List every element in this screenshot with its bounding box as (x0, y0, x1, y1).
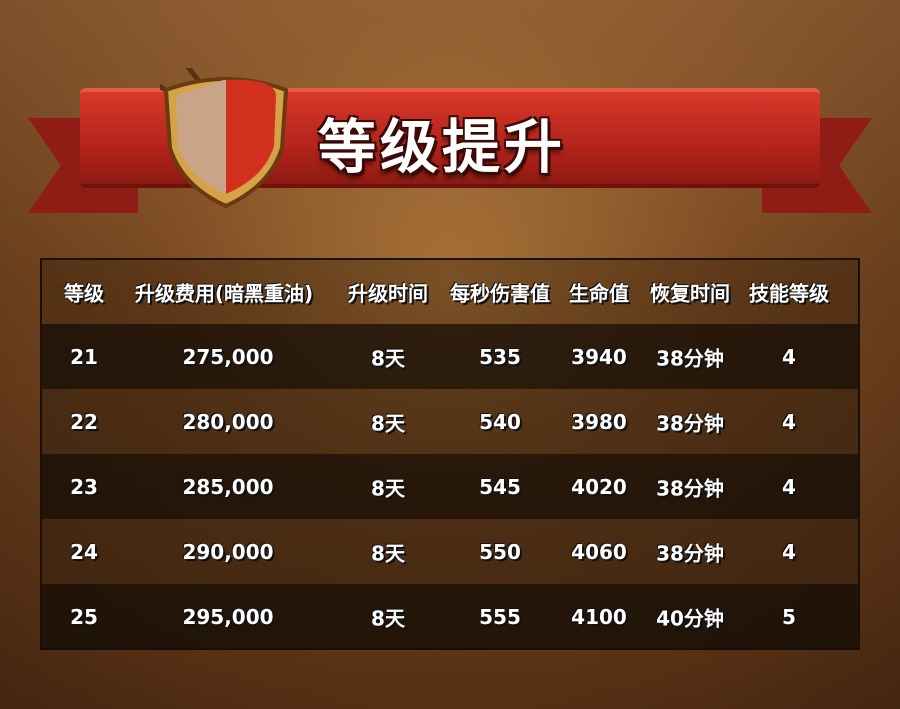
cell-time: 8天 (371, 476, 405, 500)
cell-dps: 545 (479, 474, 521, 499)
header-cost: 升级费用(暗黑重油) (134, 281, 314, 306)
cell-recovery: 38分钟 (656, 411, 724, 435)
table-row: 23 285,000 8天 545 4020 38分钟 4 (42, 454, 858, 519)
cell-recovery: 40分钟 (656, 606, 724, 630)
cell-level: 25 (70, 604, 98, 629)
cell-cost: 295,000 (182, 604, 274, 629)
cell-level: 24 (70, 539, 98, 564)
cell-recovery: 38分钟 (656, 346, 724, 370)
cell-skill: 4 (782, 344, 796, 369)
upgrade-table: 等级 升级费用(暗黑重油) 升级时间 每秒伤害值 生命值 恢复时间 技能等级 2… (40, 258, 860, 650)
cell-level: 23 (70, 474, 98, 499)
header-skill: 技能等级 (749, 281, 829, 306)
cell-skill: 4 (782, 539, 796, 564)
header-hp: 生命值 (569, 281, 629, 306)
cell-time: 8天 (371, 541, 405, 565)
table-header: 等级 升级费用(暗黑重油) 升级时间 每秒伤害值 生命值 恢复时间 技能等级 (42, 260, 858, 324)
header-level: 等级 (64, 281, 104, 306)
cell-hp: 3940 (571, 344, 627, 369)
header-time: 升级时间 (348, 281, 428, 306)
cell-skill: 5 (782, 604, 796, 629)
cell-dps: 535 (479, 344, 521, 369)
clan-shield-icon (160, 68, 289, 208)
cell-cost: 285,000 (182, 474, 274, 499)
table-row: 25 295,000 8天 555 4100 40分钟 5 (42, 584, 858, 649)
cell-time: 8天 (371, 606, 405, 630)
cell-time: 8天 (371, 346, 405, 370)
cell-hp: 4020 (571, 474, 627, 499)
cell-cost: 290,000 (182, 539, 274, 564)
cell-dps: 555 (479, 604, 521, 629)
cell-dps: 550 (479, 539, 521, 564)
cell-skill: 4 (782, 474, 796, 499)
cell-recovery: 38分钟 (656, 541, 724, 565)
header-dps: 每秒伤害值 (450, 281, 550, 306)
cell-cost: 280,000 (182, 409, 274, 434)
header-recovery: 恢复时间 (650, 281, 730, 306)
table-row: 22 280,000 8天 540 3980 38分钟 4 (42, 389, 858, 454)
cell-hp: 3980 (571, 409, 627, 434)
cell-skill: 4 (782, 409, 796, 434)
cell-level: 21 (70, 344, 98, 369)
cell-hp: 4100 (571, 604, 627, 629)
table-row: 24 290,000 8天 550 4060 38分钟 4 (42, 519, 858, 584)
cell-cost: 275,000 (182, 344, 274, 369)
cell-dps: 540 (479, 409, 521, 434)
table-row: 21 275,000 8天 535 3940 38分钟 4 (42, 324, 858, 389)
cell-hp: 4060 (571, 539, 627, 564)
cell-recovery: 38分钟 (656, 476, 724, 500)
cell-level: 22 (70, 409, 98, 434)
cell-time: 8天 (371, 411, 405, 435)
page-title: 等级提升 (318, 113, 567, 181)
